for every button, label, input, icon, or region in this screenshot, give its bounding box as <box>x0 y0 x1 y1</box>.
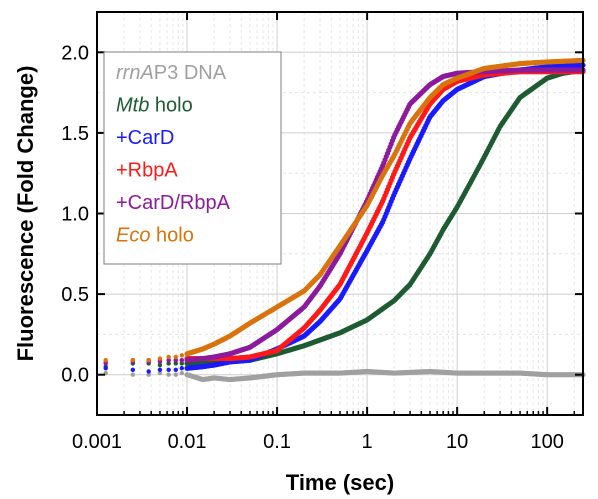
data-point <box>130 372 136 377</box>
data-point <box>173 357 178 363</box>
legend-box <box>103 51 282 265</box>
data-point <box>179 353 185 358</box>
x-tick-label: 0.1 <box>263 431 291 453</box>
data-point <box>157 362 163 368</box>
data-point <box>103 366 108 371</box>
legend-entry-text: Mtb <box>116 95 149 117</box>
data-point <box>166 361 171 366</box>
data-point <box>173 372 178 377</box>
legend-entry: Mtb holo <box>116 95 193 117</box>
y-tick-label: 0.5 <box>61 284 89 306</box>
data-point <box>130 367 136 373</box>
legend-entry: Eco holo <box>116 225 194 247</box>
data-point <box>173 367 178 373</box>
data-point <box>166 372 171 377</box>
legend-entry-text: holo <box>150 225 193 247</box>
data-point <box>173 354 178 360</box>
data-points <box>103 57 586 383</box>
data-point <box>179 361 185 366</box>
data-point <box>173 361 178 366</box>
data-point <box>179 357 185 363</box>
y-tick-label: 0.0 <box>61 365 89 387</box>
legend-entry-text: +RbpA <box>116 160 178 182</box>
legend-entry-text: holo <box>149 95 192 117</box>
legend-entry-text: rrnA <box>116 62 154 84</box>
legend-entry-text: Eco <box>116 225 150 247</box>
series-rrnap3-dna <box>103 368 586 383</box>
legend-entry: rrnAP3 DNA <box>116 62 227 84</box>
data-point <box>157 370 163 376</box>
data-point <box>103 361 108 366</box>
y-axis-title: Fluorescence (Fold Change) <box>13 66 38 362</box>
legend-entry: +CarD/RbpA <box>116 192 231 214</box>
y-tick-label: 1.5 <box>61 123 89 145</box>
data-point <box>157 359 163 365</box>
series-eco-holo <box>103 57 586 363</box>
x-tick-label: 1 <box>362 431 373 453</box>
y-tick-label: 1.0 <box>61 204 89 226</box>
x-tick-label: 0.01 <box>168 431 207 453</box>
legend-entry: +CarD <box>116 127 174 149</box>
x-tick-label: 0.001 <box>72 431 122 453</box>
legend-entry-text: +CarD <box>116 127 174 149</box>
data-point <box>103 357 108 363</box>
data-point <box>157 367 163 373</box>
data-point <box>146 372 151 377</box>
data-point <box>179 366 185 371</box>
legend-entry-text: P3 DNA <box>154 62 227 84</box>
data-point <box>146 357 151 363</box>
data-point <box>146 369 151 374</box>
legend-entry-text: +CarD/RbpA <box>116 192 231 214</box>
y-tick-label: 2.0 <box>61 42 89 64</box>
data-point <box>130 357 136 363</box>
legend-entry: +RbpA <box>116 160 178 182</box>
x-tick-label: 100 <box>530 431 563 453</box>
x-axis-title: Time (sec) <box>286 470 394 495</box>
data-point <box>166 367 171 373</box>
data-point <box>166 357 171 363</box>
data-point <box>157 356 163 361</box>
x-tick-label: 10 <box>446 431 468 453</box>
data-point <box>179 370 185 376</box>
data-point <box>166 354 171 360</box>
